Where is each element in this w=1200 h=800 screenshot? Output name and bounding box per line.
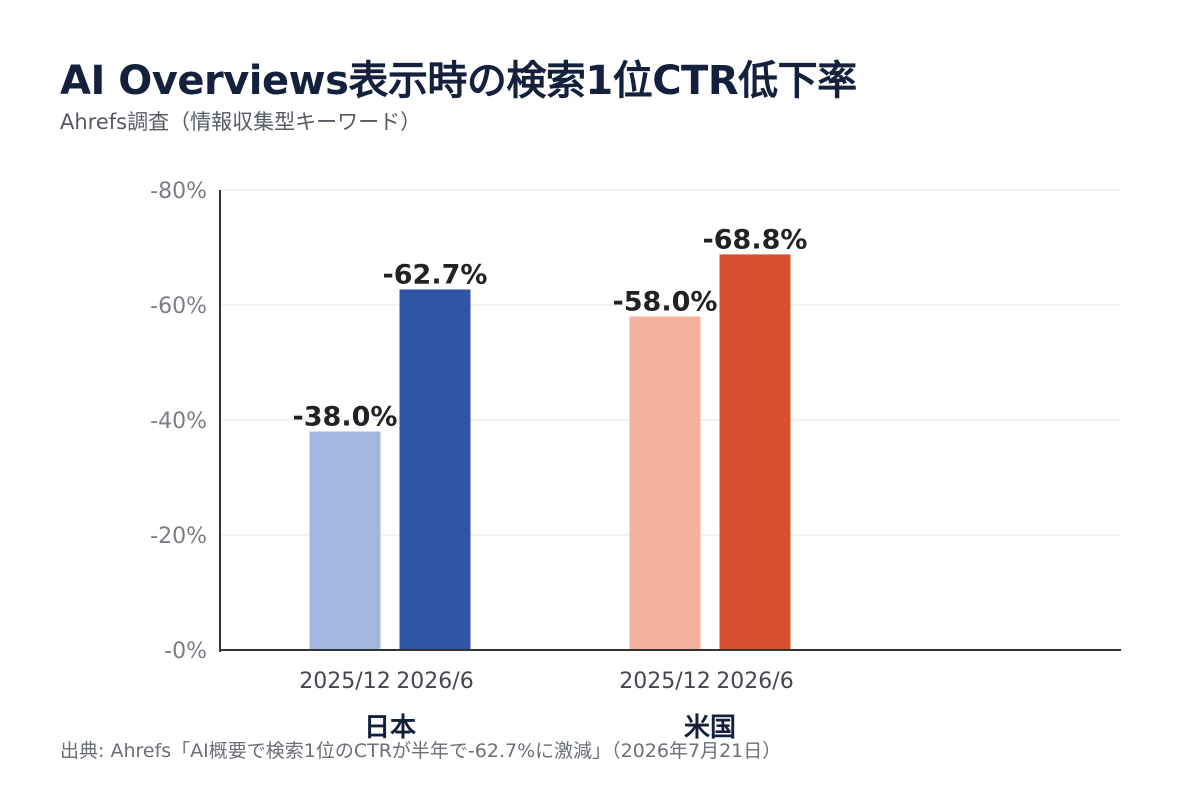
source-note: 出典: Ahrefs「AI概要で検索1位のCTRが半年で-62.7%に激減」（2… <box>60 740 782 762</box>
group-label: 日本 <box>364 713 416 743</box>
bars <box>309 254 791 650</box>
data-label: -38.0% <box>293 402 398 433</box>
data-label: -68.8% <box>703 224 808 255</box>
chart-title: AI Overviews表示時の検索1位CTR低下率 <box>60 58 857 104</box>
y-tick-label: -0% <box>164 639 207 664</box>
y-tick-label: -20% <box>150 524 207 549</box>
category-label: 2026/6 <box>716 669 793 694</box>
data-labels: -38.0% -62.7% -58.0% -68.8% <box>293 224 808 432</box>
y-tick-label: -40% <box>150 409 207 434</box>
group-labels: 日本 米国 <box>364 713 736 743</box>
group-label: 米国 <box>684 713 736 743</box>
bar <box>399 289 471 650</box>
y-axis-ticks: -0% -20% -40% -60% -80% <box>150 179 207 664</box>
data-label: -58.0% <box>613 287 718 318</box>
y-tick-label: -60% <box>150 294 207 319</box>
bar <box>719 254 791 650</box>
category-label: 2026/6 <box>396 669 473 694</box>
y-tick-label: -80% <box>150 179 207 204</box>
data-label: -62.7% <box>383 259 488 290</box>
bar <box>309 431 381 650</box>
chart-subtitle: Ahrefs調査（情報収集型キーワード） <box>60 110 422 134</box>
category-labels: 2025/12 2026/6 2025/12 2026/6 <box>299 669 793 694</box>
category-label: 2025/12 <box>619 669 710 694</box>
bar <box>629 316 701 650</box>
category-label: 2025/12 <box>299 669 390 694</box>
